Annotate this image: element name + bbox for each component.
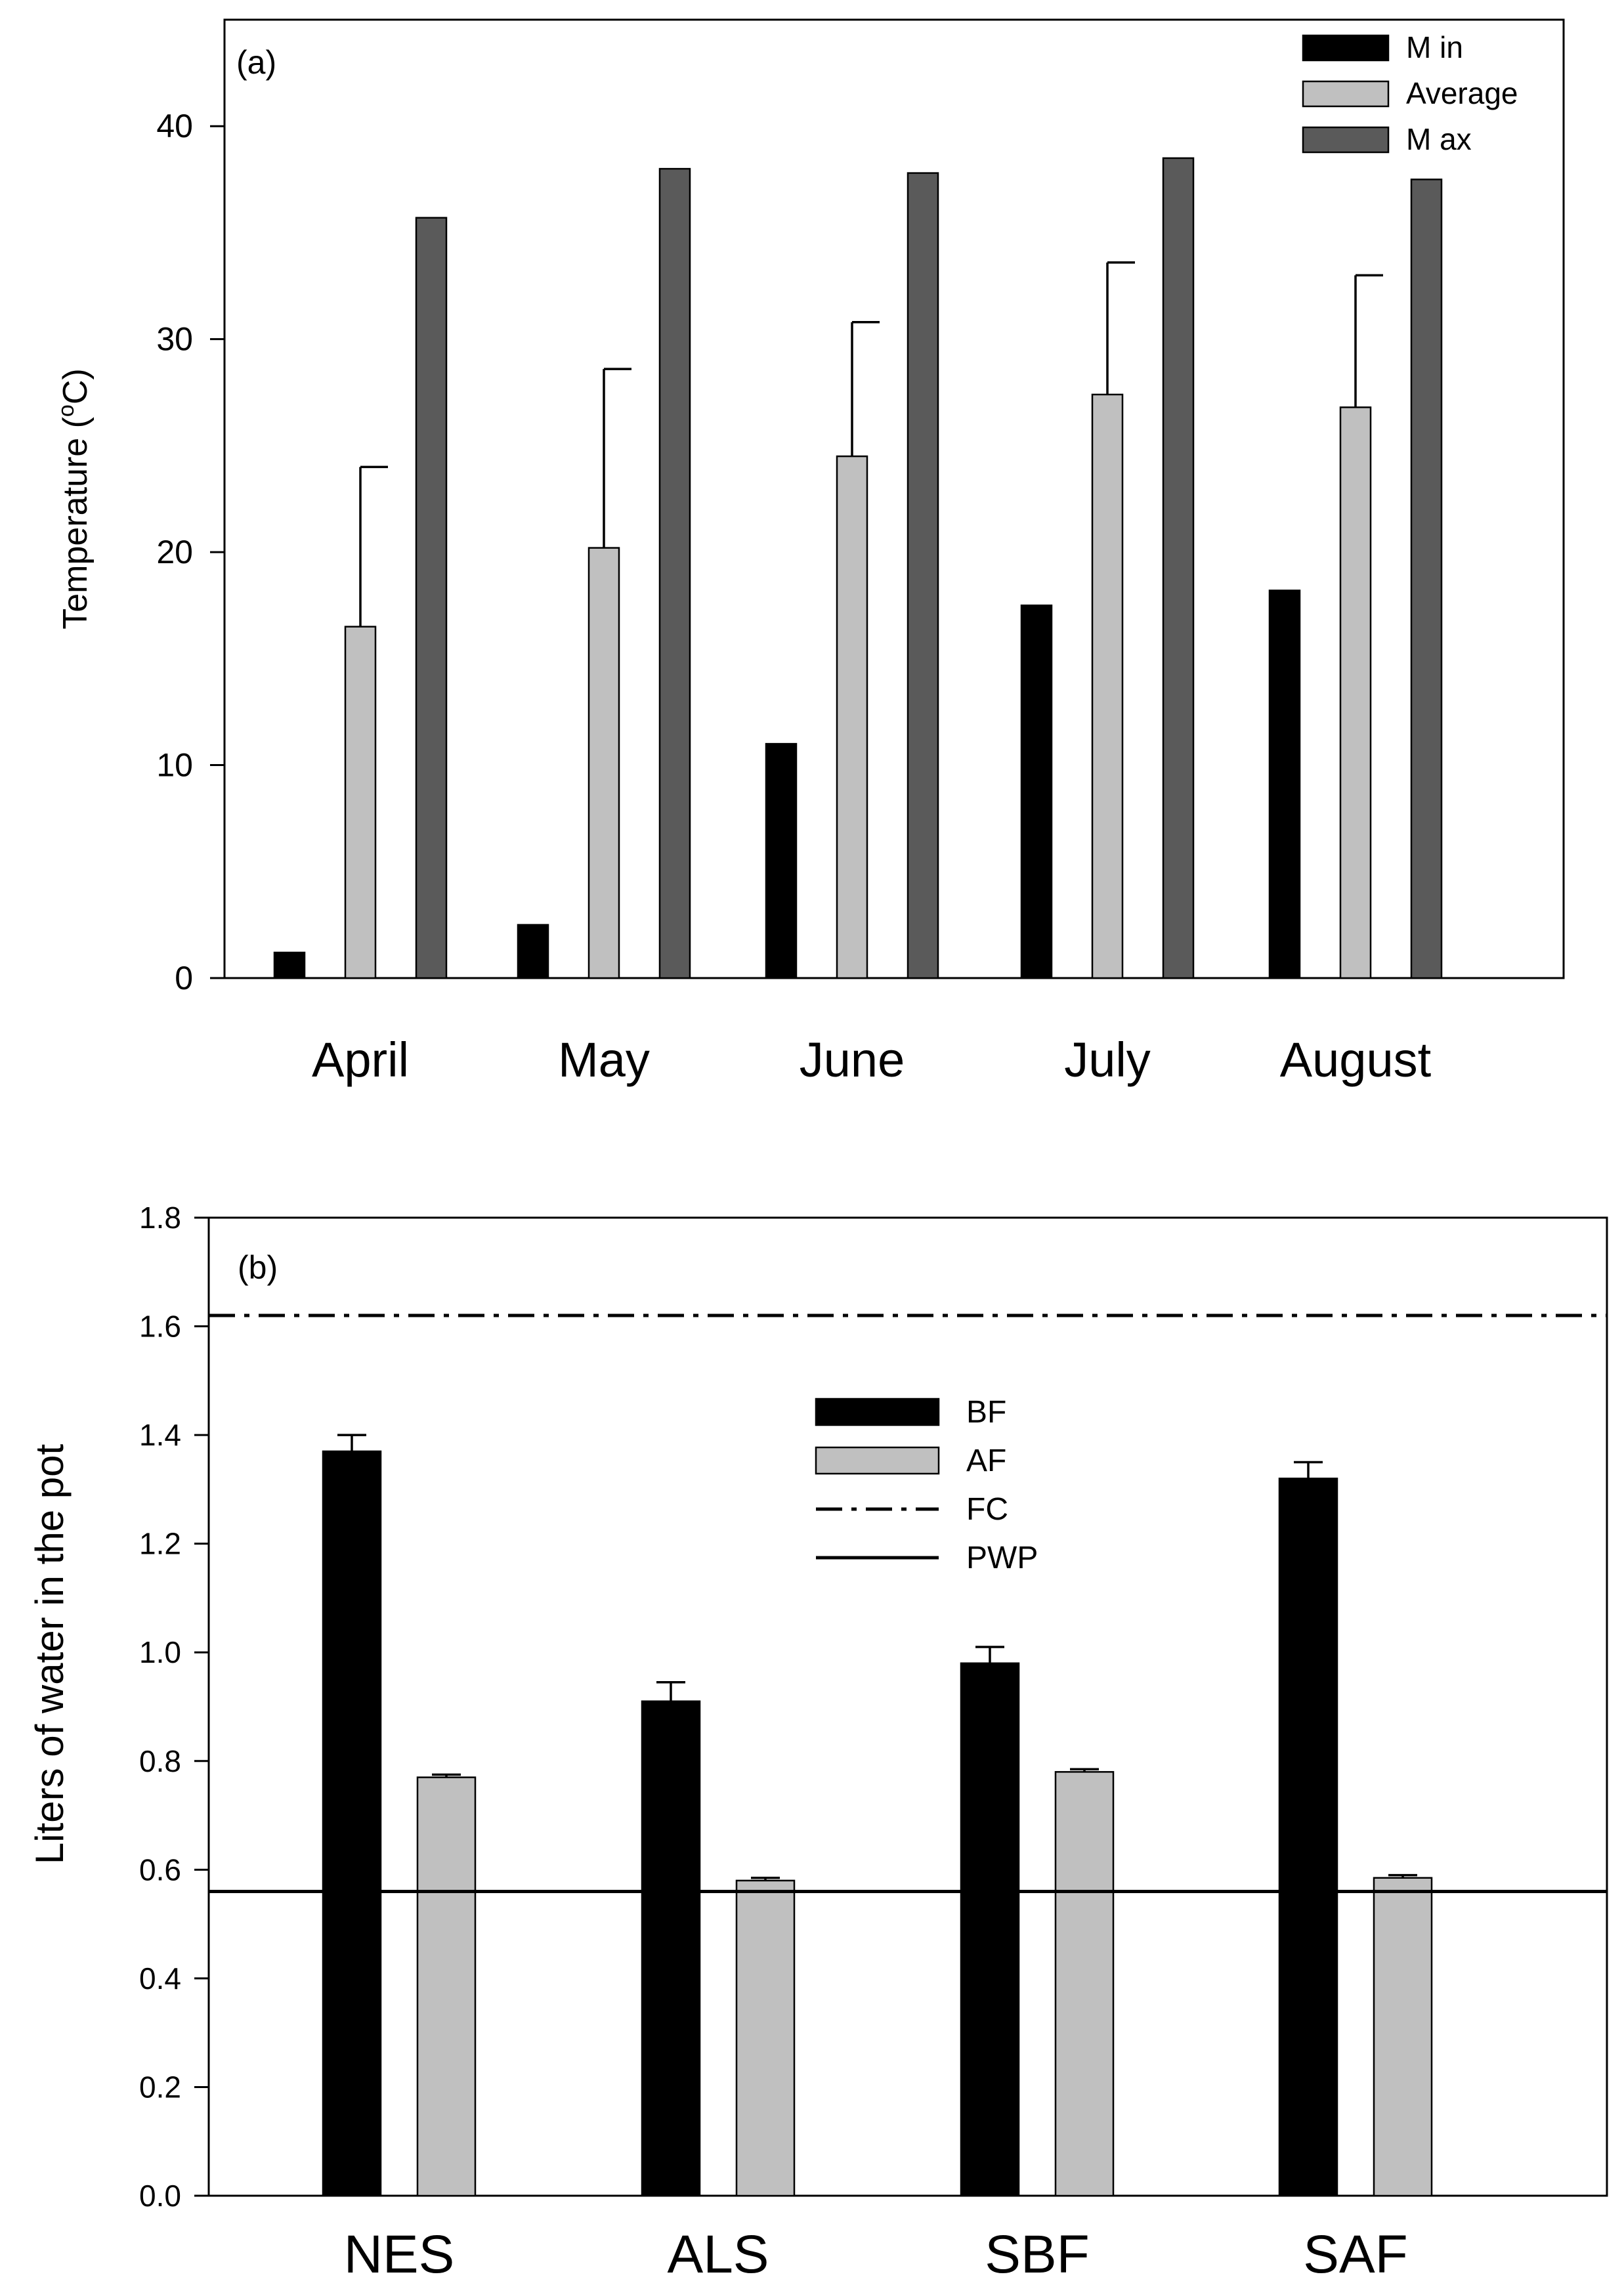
panel-b-y-tick-label: 1.2 bbox=[139, 1527, 181, 1561]
panel-a-y-tick-label: 20 bbox=[156, 534, 193, 570]
panel-a-x-label-august: August bbox=[1280, 1033, 1432, 1087]
panel-a-bar-average-may bbox=[588, 547, 620, 979]
panel-b-legend-swatch-bf bbox=[815, 1398, 940, 1426]
panel-a-bar-average-april bbox=[344, 626, 377, 979]
panel-b-axes-frame bbox=[207, 1216, 1608, 2197]
panel-b-y-axis: 0.0 0.2 0.4 0.6 0.8 1.0 1.2 1.4 1.6 1.8 bbox=[139, 1201, 209, 2213]
panel-a-bar-m-in-april bbox=[273, 951, 306, 979]
panel-a-x-label-april: April bbox=[312, 1033, 409, 1087]
panel-b-reference-lines bbox=[209, 1313, 1607, 1893]
panel-a-x-label-june: June bbox=[800, 1033, 905, 1087]
panel-a-bar-average-august bbox=[1339, 406, 1372, 979]
panel-a-bar-m-ax-may bbox=[658, 167, 691, 979]
panel-b-legend-swatch-af bbox=[815, 1446, 940, 1475]
panel-b-x-axis: NES ALS SBF SAF bbox=[344, 2225, 1408, 2284]
panel-b-legend-label-pwp: PWP bbox=[966, 1541, 1038, 1575]
panel-b-y-tick-label: 0.0 bbox=[139, 2179, 181, 2213]
panel-b-legend-label-fc: FC bbox=[966, 1492, 1008, 1527]
panel-a-legend-swatch-average bbox=[1302, 80, 1390, 108]
panel-b-legend-label-bf: BF bbox=[966, 1395, 1006, 1430]
panel-a-bar-average-july bbox=[1091, 393, 1124, 979]
panel-a-y-tick-label: 30 bbox=[156, 321, 193, 358]
panel-a-legend-swatch-m-ax bbox=[1302, 126, 1390, 154]
panel-b-error-bars bbox=[337, 1434, 1417, 1881]
panel-b-bar-af-nes bbox=[416, 1776, 477, 2197]
panel-a-x-label-july: July bbox=[1064, 1033, 1151, 1087]
panel-a-legend: M in Average M ax bbox=[1302, 30, 1518, 156]
panel-b-x-label-saf: SAF bbox=[1303, 2225, 1407, 2284]
panel-b-water-chart: 0.0 0.2 0.4 0.6 0.8 1.0 1.2 1.4 1.6 1.8 NES ALS SBF… bbox=[28, 1201, 1608, 2284]
panel-b-bar-bf-saf bbox=[1278, 1478, 1338, 2197]
panel-b-label: (b) bbox=[238, 1249, 278, 1286]
panel-b-y-tick-label: 0.2 bbox=[139, 2070, 181, 2104]
panel-b-y-tick-label: 0.4 bbox=[139, 1961, 181, 1996]
panel-a-y-axis-title: Temperature (oC) bbox=[54, 368, 95, 629]
panel-b-bar-bf-nes bbox=[322, 1450, 382, 2197]
panel-a-ylabel-suffix: C) bbox=[56, 368, 95, 404]
panel-a-x-label-may: May bbox=[558, 1033, 650, 1087]
panel-a-legend-swatch-m-in bbox=[1302, 34, 1390, 62]
panel-a-bar-m-ax-august bbox=[1410, 179, 1443, 979]
panel-a-y-tick-label: 40 bbox=[156, 108, 193, 144]
panel-b-y-tick-label: 1.0 bbox=[139, 1635, 181, 1669]
panel-b-y-tick-label: 0.6 bbox=[139, 1852, 181, 1887]
panel-a-bars bbox=[273, 157, 1443, 979]
panel-a-bar-m-ax-june bbox=[907, 172, 939, 979]
panel-a-y-axis: 0 10 20 30 40 bbox=[156, 108, 224, 996]
panel-a-ylabel-degree: o bbox=[54, 404, 79, 417]
panel-a-bar-m-in-may bbox=[517, 924, 549, 979]
panel-b-bar-bf-als bbox=[641, 1700, 701, 2197]
panel-a-ylabel-prefix: Temperature ( bbox=[56, 416, 95, 629]
panel-a-bar-m-in-july bbox=[1020, 604, 1053, 979]
panel-b-x-label-sbf: SBF bbox=[985, 2225, 1089, 2284]
panel-a-error-bars bbox=[359, 261, 1383, 627]
panel-a-bar-m-in-june bbox=[765, 742, 798, 979]
panel-b-y-axis-title: Liters of water in the pot bbox=[28, 1444, 72, 1865]
panel-a-bar-m-ax-april bbox=[415, 217, 448, 979]
panel-b-y-tick-label: 0.8 bbox=[139, 1744, 181, 1778]
panel-b-bar-af-als bbox=[735, 1879, 796, 2197]
panel-a-label: (a) bbox=[236, 44, 276, 81]
panel-b-legend-label-af: AF bbox=[966, 1443, 1006, 1478]
panel-b-bar-af-sbf bbox=[1054, 1771, 1115, 2197]
panel-a-axes-frame bbox=[223, 18, 1565, 979]
panel-a-bar-m-ax-july bbox=[1162, 157, 1195, 979]
panel-b-legend: BF AF FC PWP bbox=[815, 1395, 1038, 1575]
panel-a-temperature-chart: 0 10 20 30 40 April May June July August (a) Tem… bbox=[54, 18, 1565, 1087]
panel-a-y-tick-label: 0 bbox=[175, 960, 193, 996]
panel-a-bar-m-in-august bbox=[1268, 589, 1301, 979]
panel-a-y-tick-label: 10 bbox=[156, 747, 193, 784]
panel-b-x-label-nes: NES bbox=[344, 2225, 455, 2284]
panel-b-bar-af-saf bbox=[1373, 1877, 1433, 2197]
panel-b-bars bbox=[322, 1450, 1433, 2197]
panel-a-legend-label-average: Average bbox=[1406, 76, 1518, 110]
panel-a-bar-average-june bbox=[836, 455, 868, 979]
panel-a-legend-label-m-in: M in bbox=[1406, 30, 1463, 64]
panel-b-y-tick-label: 1.4 bbox=[139, 1418, 181, 1452]
panel-b-y-tick-label: 1.8 bbox=[139, 1201, 181, 1235]
panel-a-legend-label-m-ax: M ax bbox=[1406, 122, 1472, 156]
panel-b-bar-bf-sbf bbox=[960, 1662, 1020, 2197]
panel-a-x-axis: April May June July August bbox=[312, 1033, 1432, 1087]
panel-b-y-tick-label: 1.6 bbox=[139, 1310, 181, 1344]
panel-b-x-label-als: ALS bbox=[668, 2225, 769, 2284]
